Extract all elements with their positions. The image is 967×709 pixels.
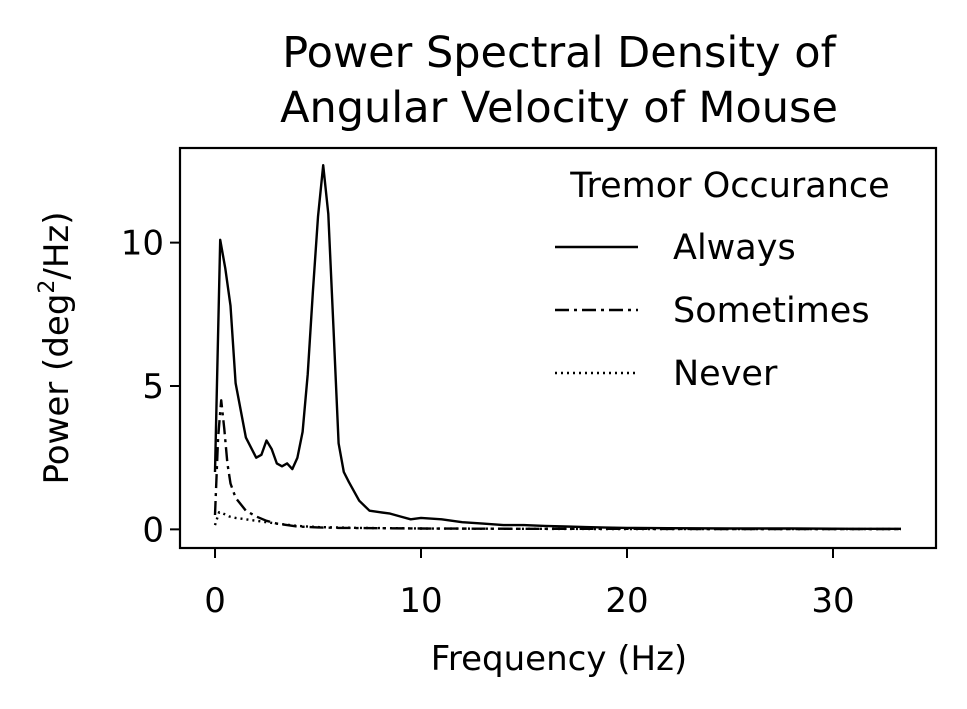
- legend-label-always: Always: [673, 228, 796, 268]
- x-tick-label: 0: [204, 581, 226, 621]
- y-tick-label: 0: [142, 510, 164, 550]
- y-tick-label: 5: [142, 367, 164, 407]
- legend-title: Tremor Occurance: [569, 166, 889, 206]
- y-tick-label: 10: [121, 224, 164, 264]
- series-line-sometimes: [213, 399, 901, 531]
- y-axis-label-superscript: 2: [35, 280, 60, 294]
- x-tick-label: 20: [605, 581, 648, 621]
- legend-label-sometimes: Sometimes: [673, 291, 870, 331]
- legend-label-never: Never: [673, 354, 778, 394]
- x-tick-label: 30: [811, 581, 854, 621]
- y-axis-ticks: 0 5 10: [121, 224, 180, 550]
- chart-title-line-1: Power Spectral Density of: [282, 28, 836, 78]
- legend: Tremor Occurance Always Sometimes Never: [555, 166, 890, 394]
- y-axis-label-suffix: /Hz): [37, 211, 77, 279]
- plot-frame: [178, 146, 938, 550]
- series-line-always: [213, 163, 901, 530]
- x-axis-ticks: 0 10 20 30: [204, 548, 855, 621]
- y-axis-label: Power (deg2/Hz): [35, 211, 77, 484]
- x-tick-label: 10: [399, 581, 442, 621]
- plot-area: [213, 163, 901, 531]
- x-axis-label: Frequency (Hz): [431, 639, 687, 679]
- y-axis-label-prefix: Power (deg: [37, 294, 77, 485]
- chart-title-line-2: Angular Velocity of Mouse: [280, 83, 838, 133]
